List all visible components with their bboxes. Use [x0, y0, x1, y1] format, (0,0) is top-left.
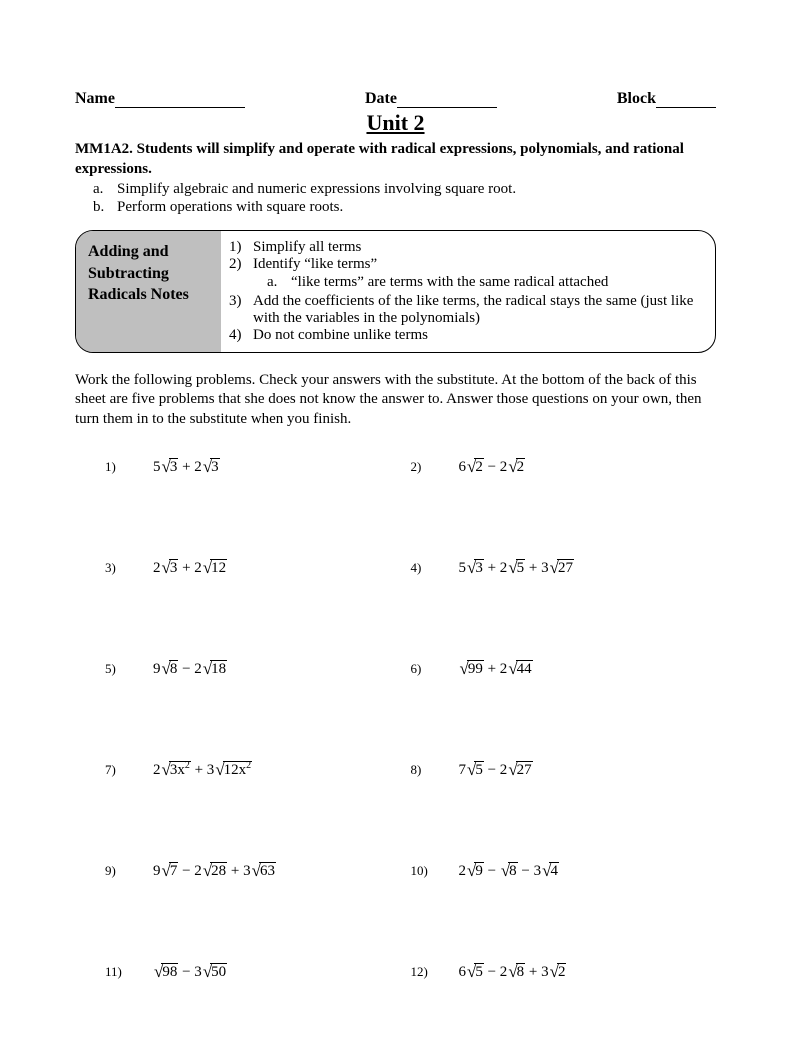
problem-row: 5)9√8 − 2√186)√99 + 2√44: [105, 659, 716, 678]
problem-number: 6): [411, 661, 459, 677]
block-field: Block: [617, 90, 716, 108]
problem-cell: 11)√98 − 3√50: [105, 962, 411, 981]
notes-steps: 1)Simplify all terms2)Identify “like ter…: [221, 231, 715, 352]
problem-expression: 5√3 + 2√5 + 3√27: [459, 558, 574, 577]
problem-number: 7): [105, 762, 153, 778]
date-blank[interactable]: [397, 94, 497, 108]
problem-number: 8): [411, 762, 459, 778]
problem-expression: 7√5 − 2√27: [459, 760, 533, 779]
instructions: Work the following problems. Check your …: [75, 371, 716, 430]
standard-text: MM1A2. Students will simplify and operat…: [75, 140, 716, 179]
problem-cell: 3)2√3 + 2√12: [105, 558, 411, 577]
notes-substep: a.“like terms” are terms with the same r…: [229, 273, 703, 293]
problem-row: 7)2√3x2 + 3√12x28)7√5 − 2√27: [105, 760, 716, 779]
notes-step: 2)Identify “like terms”: [229, 256, 703, 273]
problem-cell: 1)5√3 + 2√3: [105, 457, 411, 476]
objective-item: a.Simplify algebraic and numeric express…: [93, 181, 716, 198]
notes-step: 4)Do not combine unlike terms: [229, 327, 703, 344]
problem-row: 11)√98 − 3√5012)6√5 − 2√8 + 3√2: [105, 962, 716, 981]
unit-title: Unit 2: [75, 110, 716, 136]
block-label: Block: [617, 90, 656, 107]
notes-step: 1)Simplify all terms: [229, 239, 703, 256]
problem-expression: 2√3 + 2√12: [153, 558, 227, 577]
problem-expression: 9√7 − 2√28 + 3√63: [153, 861, 276, 880]
problem-number: 11): [105, 964, 153, 980]
problem-cell: 4)5√3 + 2√5 + 3√27: [411, 558, 717, 577]
problem-cell: 8)7√5 − 2√27: [411, 760, 717, 779]
problem-number: 1): [105, 459, 153, 475]
notes-step: 3)Add the coefficients of the like terms…: [229, 293, 703, 327]
problem-cell: 9)9√7 − 2√28 + 3√63: [105, 861, 411, 880]
problem-expression: 2√3x2 + 3√12x2: [153, 760, 252, 779]
problem-expression: √98 − 3√50: [153, 962, 227, 981]
objectives-list: a.Simplify algebraic and numeric express…: [75, 181, 716, 216]
problem-expression: 9√8 − 2√18: [153, 659, 227, 678]
problems-grid: 1)5√3 + 2√32)6√2 − 2√23)2√3 + 2√124)5√3 …: [75, 457, 716, 981]
problem-row: 9)9√7 − 2√28 + 3√6310)2√9 − √8 − 3√4: [105, 861, 716, 880]
problem-number: 9): [105, 863, 153, 879]
header-line: Name Date Block: [75, 90, 716, 108]
problem-expression: 5√3 + 2√3: [153, 457, 220, 476]
date-field: Date: [365, 90, 497, 108]
problem-number: 12): [411, 964, 459, 980]
problem-expression: 2√9 − √8 − 3√4: [459, 861, 559, 880]
problem-cell: 5)9√8 − 2√18: [105, 659, 411, 678]
name-blank[interactable]: [115, 94, 245, 108]
problem-cell: 2)6√2 − 2√2: [411, 457, 717, 476]
notes-title: Adding and Subtracting Radicals Notes: [76, 231, 221, 352]
problem-number: 4): [411, 560, 459, 576]
problem-number: 5): [105, 661, 153, 677]
name-label: Name: [75, 90, 115, 107]
problem-expression: √99 + 2√44: [459, 659, 533, 678]
problem-cell: 7)2√3x2 + 3√12x2: [105, 760, 411, 779]
block-blank[interactable]: [656, 94, 716, 108]
problem-number: 10): [411, 863, 459, 879]
notes-box: Adding and Subtracting Radicals Notes 1)…: [75, 230, 716, 353]
problem-cell: 6)√99 + 2√44: [411, 659, 717, 678]
problem-cell: 12)6√5 − 2√8 + 3√2: [411, 962, 717, 981]
problem-cell: 10)2√9 − √8 − 3√4: [411, 861, 717, 880]
problem-number: 2): [411, 459, 459, 475]
name-field: Name: [75, 90, 245, 108]
problem-number: 3): [105, 560, 153, 576]
problem-expression: 6√2 − 2√2: [459, 457, 526, 476]
problem-row: 1)5√3 + 2√32)6√2 − 2√2: [105, 457, 716, 476]
problem-expression: 6√5 − 2√8 + 3√2: [459, 962, 567, 981]
date-label: Date: [365, 90, 397, 107]
worksheet-page: Name Date Block Unit 2 MM1A2. Students w…: [0, 0, 791, 1041]
objective-item: b.Perform operations with square roots.: [93, 199, 716, 216]
problem-row: 3)2√3 + 2√124)5√3 + 2√5 + 3√27: [105, 558, 716, 577]
